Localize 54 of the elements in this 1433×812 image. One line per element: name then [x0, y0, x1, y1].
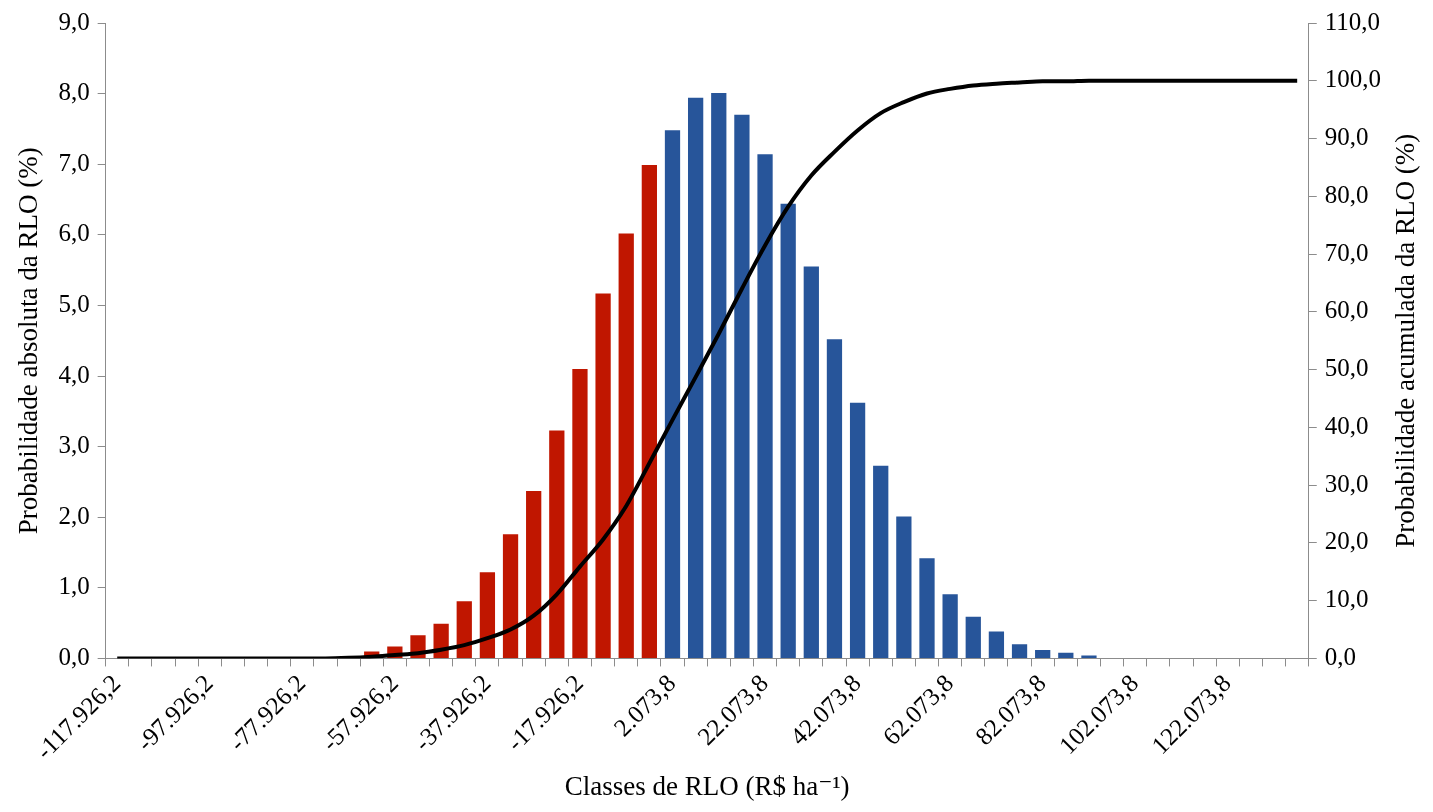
bar — [1058, 652, 1074, 658]
y2-tick-label: 60,0 — [1324, 296, 1369, 324]
line-series — [115, 78, 1300, 659]
bar — [572, 368, 588, 658]
bar — [965, 616, 981, 658]
bar — [849, 402, 866, 658]
bar — [803, 266, 819, 658]
y2-tick-label: 70,0 — [1324, 238, 1369, 266]
y-tick-label: 4,0 — [58, 360, 90, 388]
bar — [641, 164, 657, 658]
y2-tick-label: 110,0 — [1324, 7, 1381, 35]
bar — [780, 203, 796, 658]
bar — [734, 114, 750, 658]
bar — [688, 97, 704, 658]
y-tick-label: 8,0 — [58, 78, 90, 106]
bar — [711, 92, 727, 658]
bar — [479, 572, 496, 658]
y2-axis-title: Probabilidade acumulada da RLO (%) — [1390, 133, 1421, 548]
y-tick-label: 7,0 — [58, 148, 90, 176]
y2-tick-label: 100,0 — [1324, 65, 1381, 93]
bar — [456, 601, 472, 658]
bar — [1011, 644, 1028, 658]
bar — [1081, 655, 1097, 658]
y-tick-label: 0,0 — [58, 643, 90, 671]
y2-tick-label: 50,0 — [1324, 354, 1369, 382]
y-tick-label: 1,0 — [58, 572, 90, 600]
y-tick-label: 5,0 — [58, 289, 90, 317]
y2-tick-label: 20,0 — [1324, 527, 1369, 555]
bar — [526, 491, 542, 658]
bar — [618, 233, 634, 658]
y-tick-label: 6,0 — [58, 219, 90, 247]
y2-tick-label: 80,0 — [1324, 180, 1369, 208]
bar — [919, 558, 935, 658]
bar — [757, 154, 773, 658]
bar — [549, 430, 565, 658]
bar — [664, 130, 681, 658]
y2-tick-label: 40,0 — [1324, 411, 1369, 439]
y2-tick-label: 0,0 — [1324, 643, 1356, 671]
x-axis-title: Classes de RLO (R$ ha⁻¹) — [564, 770, 850, 801]
bar — [502, 534, 519, 658]
y2-tick-label: 90,0 — [1324, 123, 1369, 151]
bar — [988, 631, 1005, 658]
bar — [595, 293, 611, 658]
bar — [826, 339, 843, 658]
y2-tick-label: 10,0 — [1324, 585, 1369, 613]
bar — [1035, 649, 1051, 658]
y-tick-label: 2,0 — [58, 501, 90, 529]
y-axis-title: Probabilidade absoluta da RLO (%) — [13, 147, 44, 535]
y2-tick-label: 30,0 — [1324, 469, 1369, 497]
bar — [873, 465, 889, 658]
y-tick-label: 3,0 — [58, 431, 90, 459]
bar — [942, 594, 958, 658]
bar — [896, 516, 912, 658]
y-tick-label: 9,0 — [58, 7, 90, 35]
